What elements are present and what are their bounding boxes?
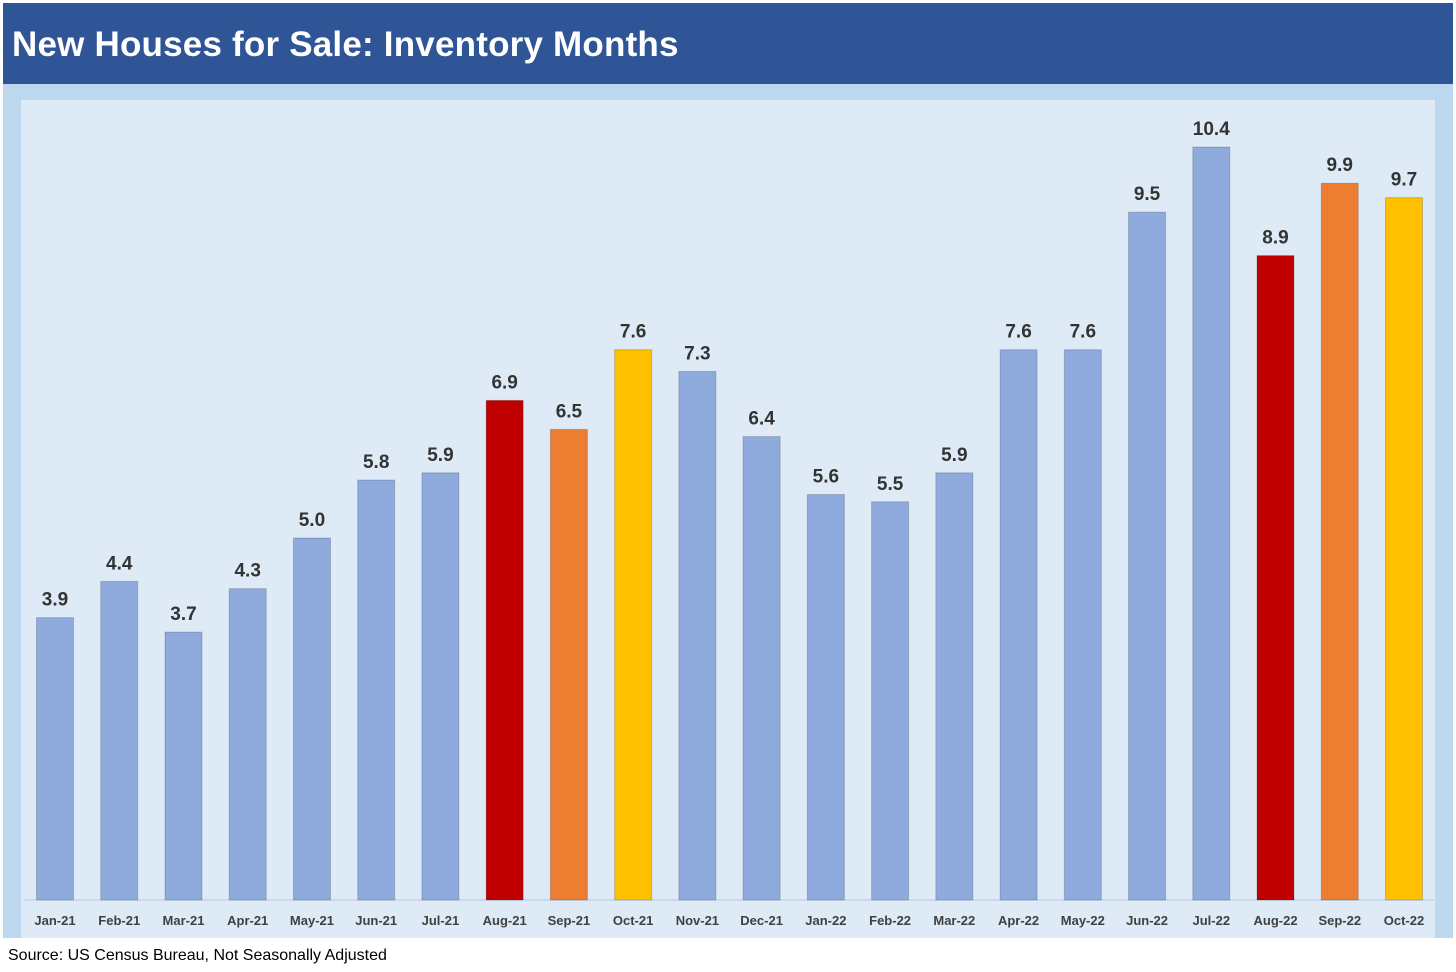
x-tick-label-oct-22: Oct-22 bbox=[1384, 913, 1424, 928]
x-tick-label-may-22: May-22 bbox=[1061, 913, 1105, 928]
data-label-dec-21: 6.4 bbox=[748, 409, 775, 430]
bar-sep-22 bbox=[1320, 182, 1359, 901]
data-label-jul-22: 10.4 bbox=[1193, 119, 1230, 140]
bar-nov-21 bbox=[678, 370, 717, 901]
data-label-jul-21: 5.9 bbox=[427, 445, 453, 466]
data-label-apr-22: 7.6 bbox=[1005, 322, 1031, 343]
x-tick-label-mar-21: Mar-21 bbox=[163, 913, 205, 928]
x-tick-label-jul-21: Jul-21 bbox=[422, 913, 460, 928]
data-label-sep-21: 6.5 bbox=[556, 401, 583, 422]
title-bar: New Houses for Sale: Inventory Months bbox=[3, 3, 1453, 84]
x-tick-label-jan-21: Jan-21 bbox=[34, 913, 75, 928]
x-tick-label-oct-21: Oct-21 bbox=[613, 913, 653, 928]
data-label-feb-22: 5.5 bbox=[877, 474, 904, 495]
source-note: Source: US Census Bureau, Not Seasonally… bbox=[8, 947, 387, 964]
data-label-oct-22: 9.7 bbox=[1391, 170, 1417, 191]
data-label-apr-21: 4.3 bbox=[234, 561, 260, 582]
bar-aug-21 bbox=[485, 399, 524, 901]
x-tick-label-aug-22: Aug-22 bbox=[1253, 913, 1297, 928]
x-tick-label-apr-22: Apr-22 bbox=[998, 913, 1039, 928]
bar-jun-21 bbox=[357, 479, 396, 901]
bar-dec-21 bbox=[742, 436, 781, 901]
data-label-may-21: 5.0 bbox=[299, 510, 325, 531]
bar-oct-22 bbox=[1385, 197, 1423, 901]
bar-sep-21 bbox=[549, 428, 588, 901]
data-label-mar-22: 5.9 bbox=[941, 445, 967, 466]
bar-jun-22 bbox=[1128, 211, 1167, 901]
x-tick-label-sep-21: Sep-21 bbox=[548, 913, 591, 928]
data-label-nov-21: 7.3 bbox=[684, 343, 710, 364]
x-tick-label-nov-21: Nov-21 bbox=[676, 913, 719, 928]
chart-title: New Houses for Sale: Inventory Months bbox=[12, 25, 679, 64]
data-label-oct-21: 7.6 bbox=[620, 322, 646, 343]
bar-jan-21 bbox=[36, 617, 74, 901]
x-tick-label-jun-22: Jun-22 bbox=[1126, 913, 1168, 928]
bar-feb-22 bbox=[871, 501, 910, 901]
data-label-mar-21: 3.7 bbox=[170, 604, 196, 625]
bar-aug-22 bbox=[1256, 255, 1295, 901]
data-label-jun-21: 5.8 bbox=[363, 452, 389, 473]
x-tick-label-jul-22: Jul-22 bbox=[1193, 913, 1231, 928]
x-tick-label-dec-21: Dec-21 bbox=[740, 913, 783, 928]
bar-mar-22 bbox=[935, 472, 974, 901]
bar-feb-21 bbox=[100, 580, 139, 901]
data-label-jan-21: 3.9 bbox=[42, 590, 68, 611]
bar-apr-21 bbox=[228, 588, 267, 901]
data-label-aug-21: 6.9 bbox=[491, 372, 517, 393]
x-tick-label-jan-22: Jan-22 bbox=[805, 913, 846, 928]
bar-jan-22 bbox=[806, 494, 845, 901]
data-label-may-22: 7.6 bbox=[1070, 322, 1096, 343]
data-label-jan-22: 5.6 bbox=[813, 467, 839, 488]
x-tick-label-mar-22: Mar-22 bbox=[933, 913, 975, 928]
data-label-sep-22: 9.9 bbox=[1327, 155, 1353, 176]
bar-may-21 bbox=[292, 537, 331, 901]
x-tick-label-aug-21: Aug-21 bbox=[483, 913, 527, 928]
x-tick-label-feb-22: Feb-22 bbox=[869, 913, 911, 928]
bar-may-22 bbox=[1063, 349, 1102, 901]
data-label-jun-22: 9.5 bbox=[1134, 184, 1161, 205]
x-tick-label-apr-21: Apr-21 bbox=[227, 913, 268, 928]
bar-apr-22 bbox=[999, 349, 1038, 901]
data-label-aug-22: 8.9 bbox=[1262, 228, 1288, 249]
bar-jul-22 bbox=[1192, 146, 1231, 901]
x-tick-label-feb-21: Feb-21 bbox=[98, 913, 140, 928]
x-tick-label-sep-22: Sep-22 bbox=[1318, 913, 1361, 928]
data-label-feb-21: 4.4 bbox=[106, 553, 133, 574]
bar-oct-21 bbox=[614, 349, 653, 901]
x-tick-label-jun-21: Jun-21 bbox=[355, 913, 397, 928]
x-tick-label-may-21: May-21 bbox=[290, 913, 334, 928]
bar-mar-21 bbox=[164, 631, 203, 901]
bar-jul-21 bbox=[421, 472, 460, 901]
